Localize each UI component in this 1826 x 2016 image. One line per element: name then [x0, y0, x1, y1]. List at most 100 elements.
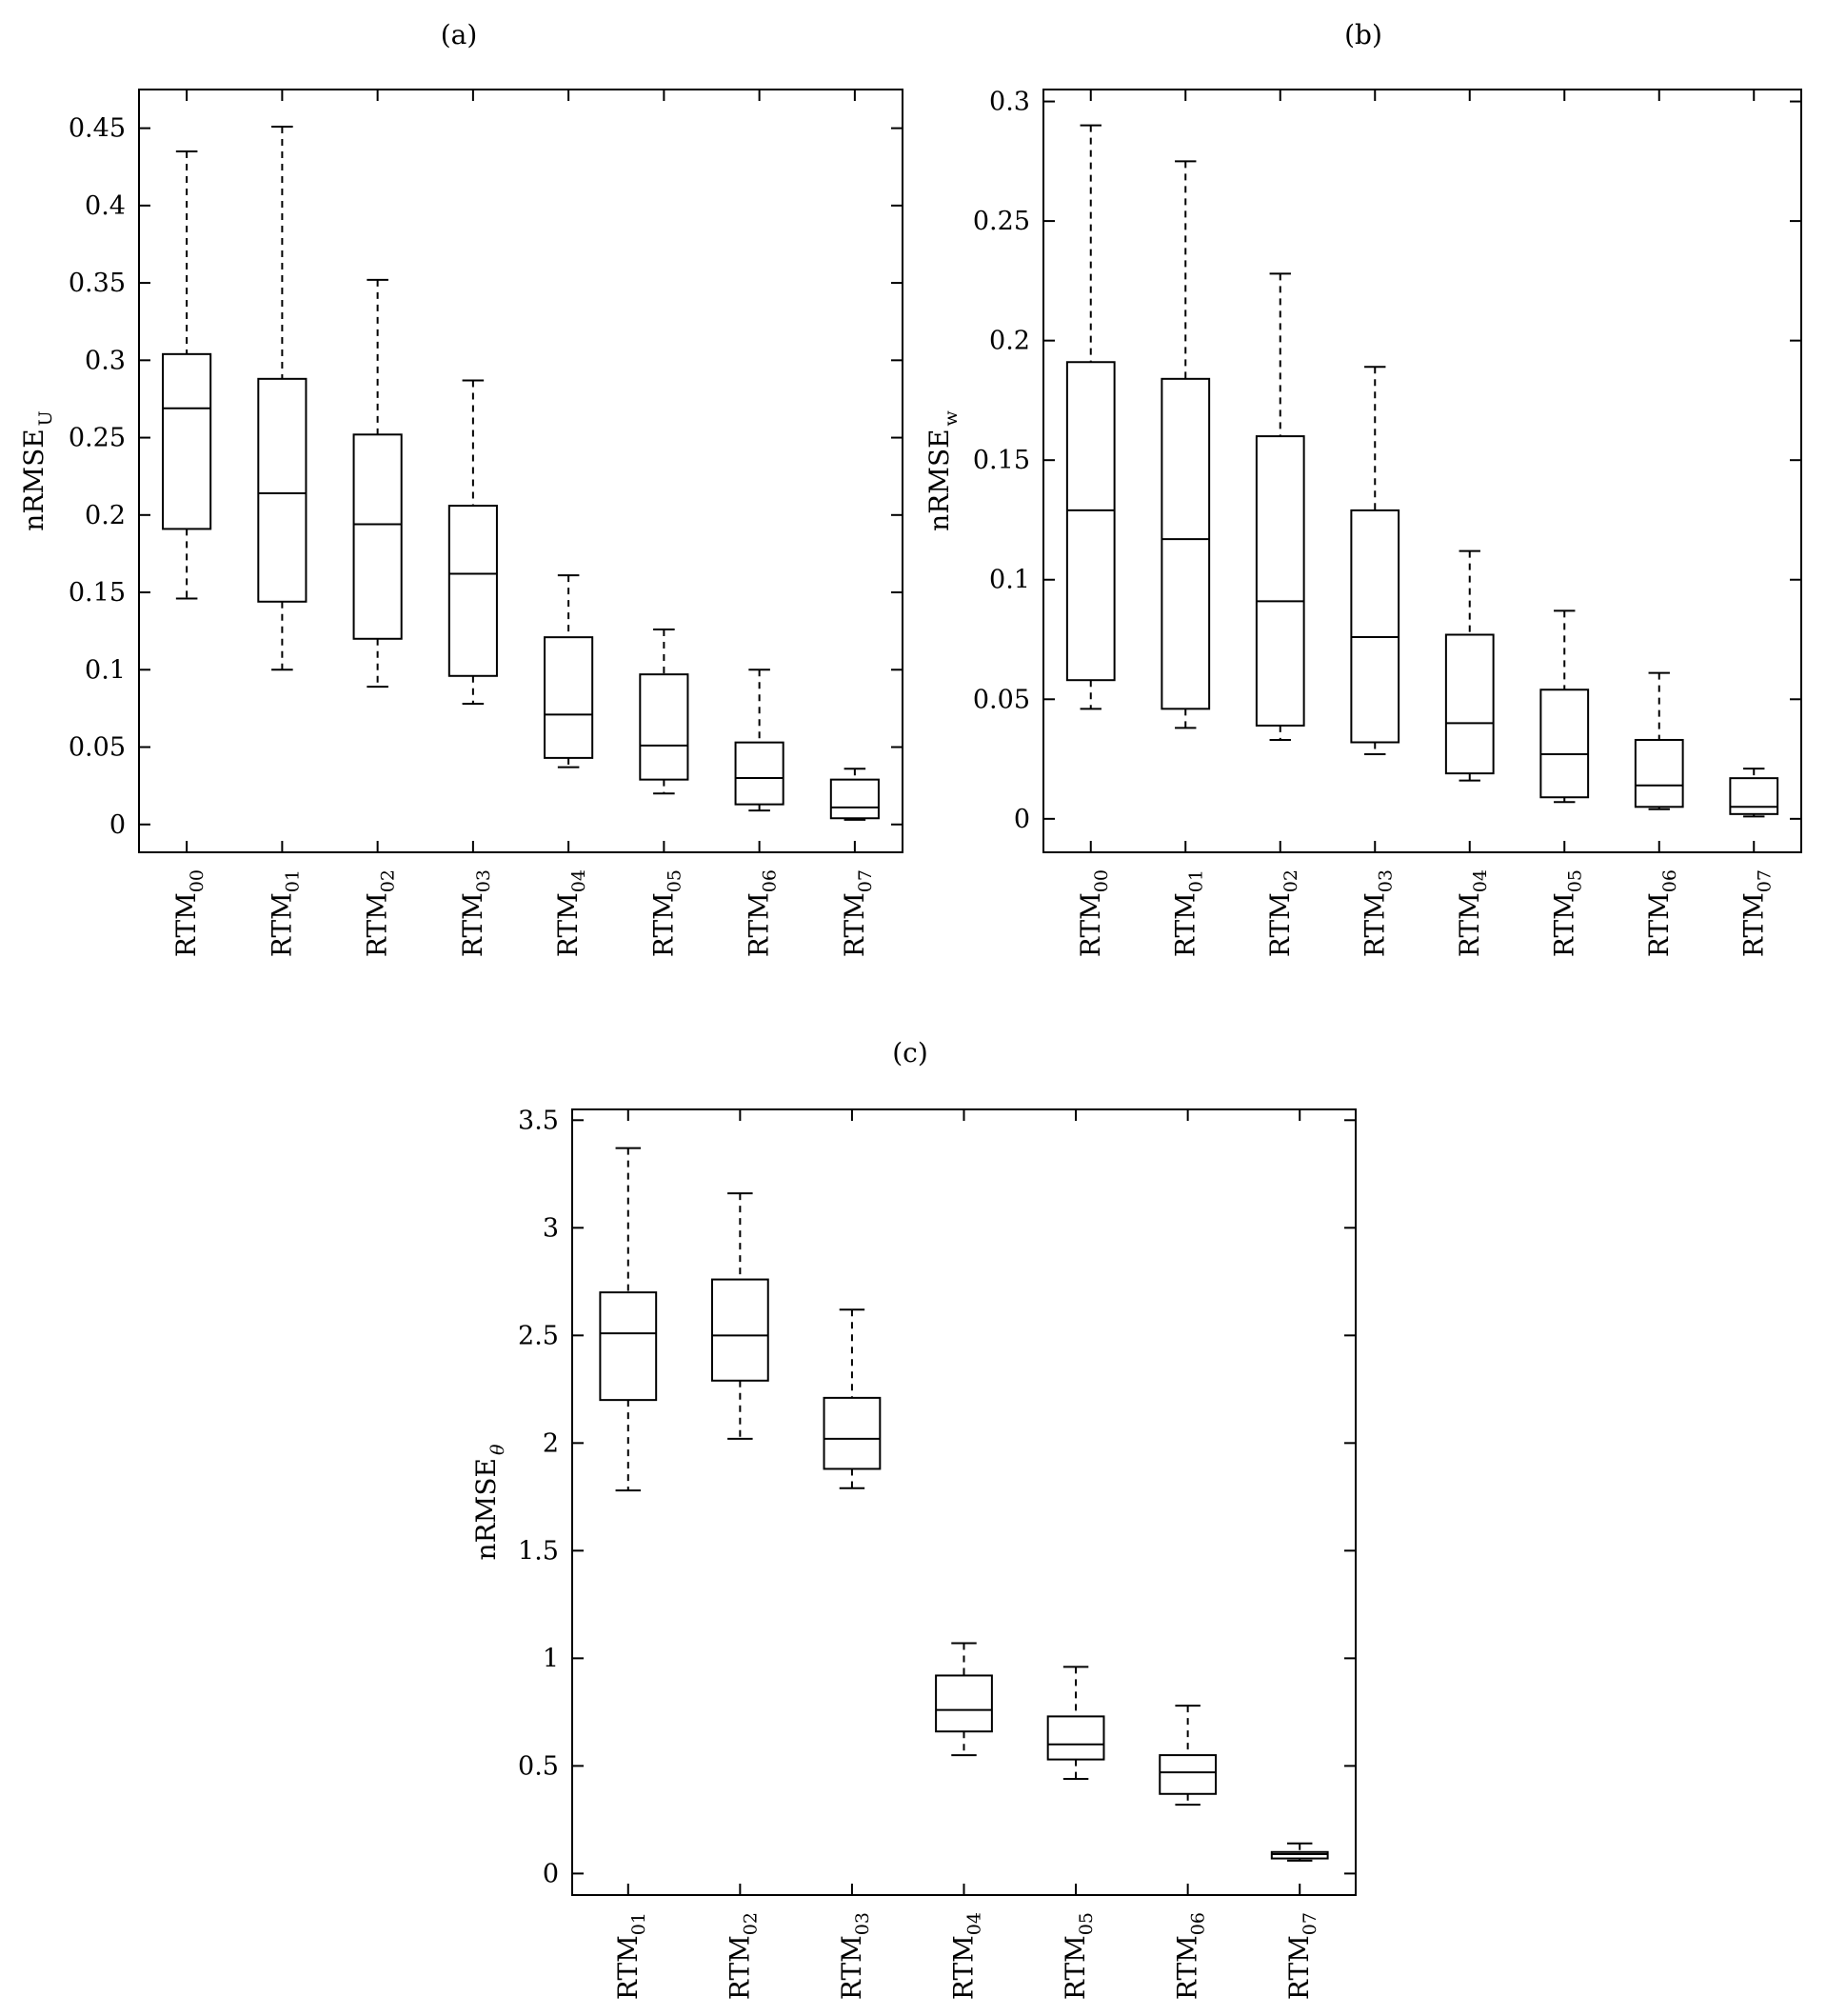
plot-frame — [1042, 89, 1802, 853]
box-4 — [544, 90, 594, 852]
category-label-subscript: 05 — [1564, 869, 1585, 892]
y-tick-label: 0.2 — [85, 501, 126, 530]
category-label-1: RTM01 — [1169, 869, 1206, 957]
iqr-box — [544, 636, 594, 759]
category-label-base: RTM — [362, 892, 393, 957]
iqr-box — [639, 673, 689, 781]
category-label-subscript: 07 — [1754, 869, 1775, 892]
category-label-subscript: 06 — [760, 869, 781, 892]
category-label-6: RTM06 — [1643, 869, 1680, 957]
box-1 — [257, 90, 308, 852]
category-label-base: RTM — [1359, 892, 1390, 957]
iqr-box — [599, 1291, 658, 1402]
panel-title: (b) — [1344, 19, 1382, 50]
box-3 — [1350, 90, 1400, 852]
category-label-base: RTM — [1264, 892, 1296, 957]
box-4 — [1444, 90, 1495, 852]
category-label-base: RTM — [948, 1935, 980, 2000]
y-axis-label-subscript: w — [941, 409, 962, 426]
box-5 — [1159, 1109, 1218, 1895]
y-tick-label: 2 — [543, 1428, 559, 1458]
box-6 — [1270, 1109, 1329, 1895]
category-label-base: RTM — [1737, 892, 1769, 957]
box-4 — [1046, 1109, 1105, 1895]
panel-title: (a) — [441, 19, 478, 50]
category-label-1: RTM02 — [724, 1912, 761, 2000]
y-tick-label: 0 — [543, 1859, 559, 1888]
iqr-box — [1729, 777, 1779, 815]
category-label-subscript: 02 — [378, 869, 399, 892]
box-1 — [710, 1109, 769, 1895]
category-label-subscript: 00 — [1091, 869, 1112, 892]
box-1 — [1161, 90, 1211, 852]
category-label-base: RTM — [170, 892, 202, 957]
box-2 — [823, 1109, 882, 1895]
iqr-box — [1161, 377, 1211, 710]
iqr-box — [1350, 509, 1400, 744]
category-label-subscript: 02 — [1280, 869, 1301, 892]
y-tick-label: 0.4 — [85, 191, 126, 221]
y-axis-label: nRMSE U — [18, 410, 56, 530]
panel-title: (c) — [892, 1037, 928, 1068]
category-label-5: RTM06 — [1172, 1912, 1209, 2000]
iqr-box — [352, 433, 403, 640]
y-tick-label: 0.15 — [69, 578, 126, 608]
category-label-6: RTM07 — [1283, 1912, 1320, 2000]
iqr-box — [1159, 1754, 1218, 1795]
category-label-5: RTM05 — [1548, 869, 1585, 957]
iqr-box — [734, 741, 784, 806]
y-tick-label: 3 — [543, 1213, 559, 1243]
y-tick-label: 0.5 — [518, 1751, 559, 1781]
y-tick-label: 0.05 — [973, 685, 1030, 714]
category-label-base: RTM — [744, 892, 775, 957]
category-label-2: RTM02 — [362, 869, 399, 957]
box-2 — [352, 90, 403, 852]
category-label-2: RTM02 — [1264, 869, 1301, 957]
category-label-base: RTM — [457, 892, 488, 957]
panel-b: (b)00.050.10.150.20.250.3nRMSEwRTM00RTM0… — [923, 19, 1802, 957]
iqr-box — [257, 377, 308, 603]
y-tick-label: 0.35 — [69, 269, 126, 298]
iqr-box — [1065, 361, 1116, 682]
y-axis-label-subscript: U — [35, 410, 56, 426]
box-6 — [734, 90, 784, 852]
category-label-subscript: 02 — [740, 1912, 761, 1935]
y-tick-label: 0.3 — [85, 346, 126, 375]
y-tick-label: 0.05 — [69, 733, 126, 763]
box-7 — [829, 90, 880, 852]
y-axis-label-base: nRMSE — [18, 429, 50, 530]
y-tick-label: 1.5 — [518, 1536, 559, 1566]
category-label-subscript: 07 — [855, 869, 876, 892]
box-0 — [599, 1109, 658, 1895]
category-label-base: RTM — [1075, 892, 1106, 957]
iqr-box — [447, 505, 498, 677]
y-axis-label-base: nRMSE — [470, 1458, 502, 1560]
box-6 — [1634, 90, 1684, 852]
box-0 — [1065, 90, 1116, 852]
iqr-box — [162, 352, 212, 530]
iqr-box — [710, 1278, 769, 1382]
category-label-subscript: 03 — [1375, 869, 1396, 892]
box-7 — [1729, 90, 1779, 852]
category-label-0: RTM00 — [170, 869, 208, 957]
category-label-subscript: 01 — [1185, 869, 1206, 892]
y-axis-label-base: nRMSE — [923, 429, 955, 530]
category-label-3: RTM03 — [1359, 869, 1396, 957]
category-label-4: RTM04 — [1454, 869, 1491, 957]
plot-frame — [138, 89, 903, 853]
y-tick-label: 0.25 — [69, 424, 126, 453]
category-label-3: RTM04 — [948, 1912, 985, 2000]
category-label-base: RTM — [266, 892, 297, 957]
category-label-base: RTM — [1060, 1935, 1091, 2000]
category-label-base: RTM — [724, 1935, 755, 2000]
category-label-0: RTM00 — [1075, 869, 1112, 957]
category-label-5: RTM05 — [647, 869, 685, 957]
y-tick-label: 0.2 — [989, 327, 1030, 356]
category-label-base: RTM — [1172, 1935, 1203, 2000]
category-label-6: RTM06 — [744, 869, 781, 957]
category-label-0: RTM01 — [612, 1912, 649, 2000]
box-2 — [1255, 90, 1305, 852]
y-axis-label: nRMSE w — [923, 409, 962, 530]
iqr-box — [1046, 1715, 1105, 1761]
category-label-1: RTM01 — [266, 869, 303, 957]
